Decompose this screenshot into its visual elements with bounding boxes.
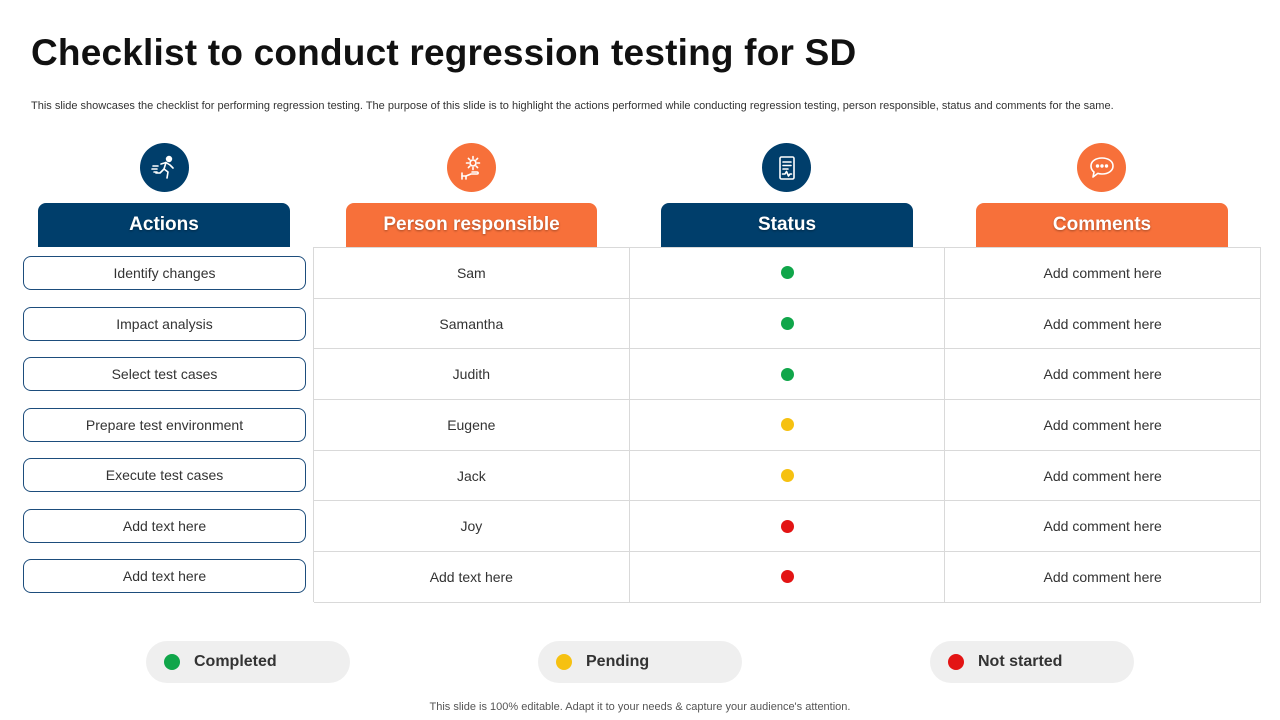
table-row: Samantha Add comment here: [314, 298, 1262, 350]
action-box: Prepare test environment: [23, 408, 306, 442]
person-cell: Jack: [314, 450, 630, 502]
status-cell: [629, 400, 946, 451]
table-row: Jack Add comment here: [314, 450, 1262, 502]
person-cell: Joy: [314, 501, 630, 553]
action-box: Add text here: [23, 509, 306, 543]
legend-label-not-started: Not started: [978, 653, 1063, 670]
legend-pending: Pending: [538, 641, 742, 683]
comment-cell: Add comment here: [945, 501, 1262, 553]
status-cell: [629, 248, 946, 299]
legend-label-completed: Completed: [194, 653, 277, 670]
comment-cell: Add comment here: [945, 349, 1262, 401]
comment-cell: Add comment here: [945, 400, 1262, 451]
action-box: Identify changes: [23, 256, 306, 290]
slide-title: Checklist to conduct regression testing …: [31, 32, 857, 73]
status-dot: [780, 367, 794, 381]
table-row: Judith Add comment here: [314, 349, 1262, 401]
action-box: Select test cases: [23, 357, 306, 391]
chat-bubble-icon: [1077, 143, 1126, 192]
header-comments: Comments: [976, 203, 1228, 247]
status-dot: [780, 266, 794, 280]
legend-dot-not-started: [948, 654, 964, 670]
action-box: Execute test cases: [23, 458, 306, 492]
person-cell: Samantha: [314, 298, 630, 350]
legend-label-pending: Pending: [586, 653, 650, 670]
action-box: Impact analysis: [23, 307, 306, 341]
status-dot: [780, 570, 794, 584]
status-cell: [629, 501, 946, 553]
person-cell: Sam: [314, 248, 630, 299]
status-dot: [780, 519, 794, 533]
slide-subtitle: This slide showcases the checklist for p…: [31, 100, 1114, 112]
table-row: Joy Add comment here: [314, 501, 1262, 553]
legend-dot-completed: [164, 654, 180, 670]
table-row: Add text here Add comment here: [314, 552, 1262, 603]
checklist-table: Sam Add comment here Samantha Add commen…: [313, 247, 1262, 603]
table-row: Eugene Add comment here: [314, 400, 1262, 451]
legend-dot-pending: [556, 654, 572, 670]
header-status: Status: [661, 203, 913, 247]
status-dot: [780, 418, 794, 432]
person-cell: Judith: [314, 349, 630, 401]
footer-note: This slide is 100% editable. Adapt it to…: [429, 701, 851, 713]
comment-cell: Add comment here: [945, 450, 1262, 502]
action-box: Add text here: [23, 559, 306, 593]
report-document-icon: [762, 143, 811, 192]
comment-cell: Add comment here: [945, 552, 1262, 603]
header-person-responsible: Person responsible: [346, 203, 597, 247]
status-dot: [780, 469, 794, 483]
comment-cell: Add comment here: [945, 298, 1262, 350]
gear-hand-icon: [447, 143, 496, 192]
person-cell: Eugene: [314, 400, 630, 451]
header-actions: Actions: [38, 203, 290, 247]
comment-cell: Add comment here: [945, 248, 1262, 299]
status-cell: [629, 552, 946, 603]
table-row: Sam Add comment here: [314, 248, 1262, 299]
running-person-icon: [140, 143, 189, 192]
status-cell: [629, 298, 946, 350]
legend-completed: Completed: [146, 641, 350, 683]
status-cell: [629, 349, 946, 401]
legend-not-started: Not started: [930, 641, 1134, 683]
status-dot: [780, 317, 794, 331]
status-cell: [629, 450, 946, 502]
person-cell: Add text here: [314, 552, 630, 603]
